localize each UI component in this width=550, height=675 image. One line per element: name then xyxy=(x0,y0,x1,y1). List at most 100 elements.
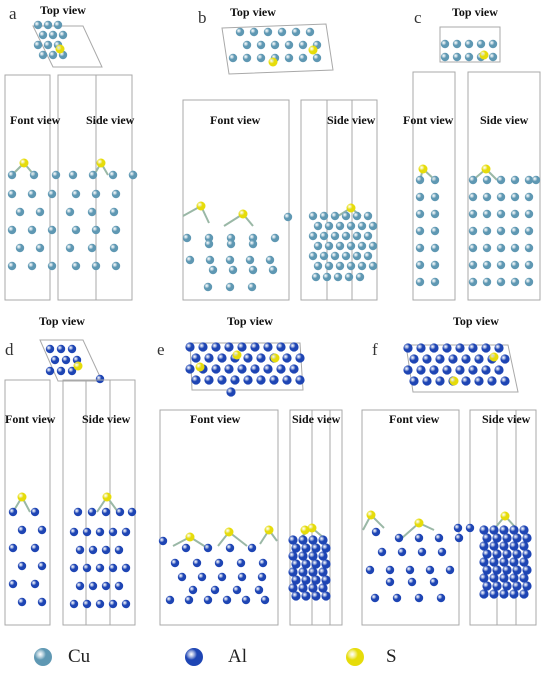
al-atom xyxy=(479,541,489,551)
cu-atom xyxy=(53,20,63,30)
cu-atom xyxy=(352,211,362,221)
al-atom xyxy=(492,565,502,575)
al-atom xyxy=(185,364,195,374)
al-atom xyxy=(311,591,321,601)
cu-atom xyxy=(430,260,440,270)
al-atom xyxy=(502,549,512,559)
cu-atom xyxy=(7,261,17,271)
cu-atom xyxy=(27,261,37,271)
al-atom xyxy=(75,545,85,555)
al-atom xyxy=(295,353,305,363)
s-atom xyxy=(479,50,489,60)
cu-atom xyxy=(87,243,97,253)
front-view-cell xyxy=(412,71,456,301)
panel-label-b: b xyxy=(198,8,207,27)
cu-atom xyxy=(71,189,81,199)
cu-atom xyxy=(242,40,252,50)
al-atom xyxy=(82,563,92,573)
cu-atom xyxy=(51,170,61,180)
al-atom xyxy=(67,366,77,376)
cu-atom xyxy=(496,175,506,185)
cu-atom xyxy=(91,225,101,235)
cu-atom xyxy=(225,282,235,292)
cu-atom xyxy=(29,170,39,180)
al-atom xyxy=(69,527,79,537)
al-atom xyxy=(247,543,257,553)
cu-atom xyxy=(88,170,98,180)
al-atom xyxy=(403,365,413,375)
al-atom xyxy=(318,551,328,561)
cu-atom xyxy=(468,192,478,202)
cu-atom xyxy=(344,272,354,282)
al-atom xyxy=(226,387,236,397)
al-atom xyxy=(256,375,266,385)
cu-atom xyxy=(311,272,321,282)
al-atom xyxy=(291,559,301,569)
al-atom xyxy=(257,572,267,582)
al-atom xyxy=(512,565,522,575)
al-atom xyxy=(222,595,232,605)
cu-atom xyxy=(430,192,440,202)
al-atom xyxy=(509,573,519,583)
s-atom xyxy=(300,525,310,535)
cu-atom xyxy=(524,209,534,219)
cu-atom xyxy=(48,50,58,60)
al-atom xyxy=(461,376,471,386)
al-atom xyxy=(37,561,47,571)
al-atom xyxy=(318,535,328,545)
al-atom xyxy=(121,599,131,609)
al-atom xyxy=(236,558,246,568)
cu-atom xyxy=(333,272,343,282)
top-view-label-b: Top view xyxy=(230,5,276,19)
cu-atom xyxy=(524,277,534,287)
al-atom xyxy=(108,599,118,609)
al-atom xyxy=(321,575,331,585)
top-view-label-d: Top view xyxy=(39,314,85,328)
side-view-label-a: Side view xyxy=(86,113,135,127)
cu-atom xyxy=(248,239,258,249)
s-atom xyxy=(73,361,83,371)
al-atom xyxy=(509,557,519,567)
al-atom xyxy=(512,533,522,543)
s-atom xyxy=(449,376,459,386)
al-atom xyxy=(250,342,260,352)
cu-atom xyxy=(524,243,534,253)
al-atom xyxy=(282,375,292,385)
al-atom xyxy=(301,575,311,585)
s-atom xyxy=(308,45,318,55)
cu-atom xyxy=(510,243,520,253)
al-atom xyxy=(191,353,201,363)
al-atom xyxy=(87,507,97,517)
cu-atom xyxy=(43,40,53,50)
cu-atom xyxy=(452,52,462,62)
al-atom xyxy=(210,585,220,595)
al-atom xyxy=(30,507,40,517)
cu-atom xyxy=(488,52,498,62)
cu-atom xyxy=(357,221,367,231)
al-atom xyxy=(479,573,489,583)
cu-atom xyxy=(510,209,520,219)
cu-atom xyxy=(430,277,440,287)
al-atom xyxy=(56,366,66,376)
al-atom xyxy=(311,575,321,585)
cu-atom xyxy=(430,226,440,236)
al-atom xyxy=(519,541,529,551)
al-atom xyxy=(385,565,395,575)
al-atom xyxy=(416,365,426,375)
al-atom xyxy=(479,525,489,535)
cu-atom xyxy=(204,239,214,249)
al-atom xyxy=(276,364,286,374)
al-atom xyxy=(95,374,105,384)
s-atom xyxy=(270,353,280,363)
al-atom xyxy=(121,527,131,537)
cu-atom xyxy=(283,212,293,222)
cu-atom xyxy=(482,209,492,219)
al-atom xyxy=(67,344,77,354)
al-atom xyxy=(295,375,305,385)
al-atom xyxy=(263,364,273,374)
al-atom xyxy=(474,354,484,364)
al-atom xyxy=(435,354,445,364)
al-atom xyxy=(191,375,201,385)
al-atom xyxy=(492,549,502,559)
cu-atom xyxy=(277,27,287,37)
